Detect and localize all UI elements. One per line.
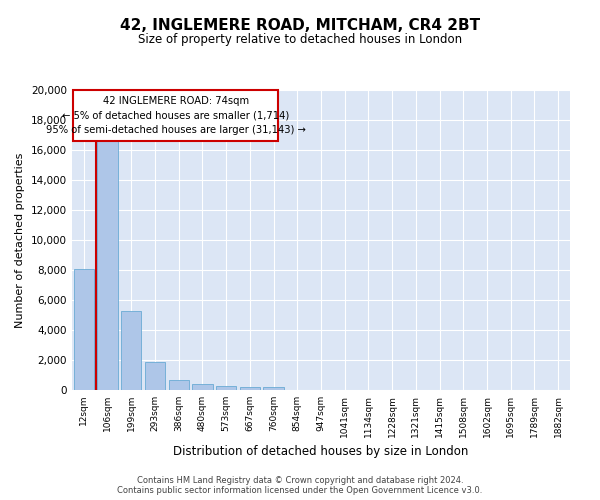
Bar [169,380,189,390]
Bar [121,310,142,390]
Bar [216,386,236,390]
Bar [74,268,94,390]
Text: Size of property relative to detached houses in London: Size of property relative to detached ho… [138,32,462,46]
X-axis label: Distribution of detached houses by size in London: Distribution of detached houses by size … [173,446,469,458]
Bar [263,388,284,390]
Text: Contains HM Land Registry data © Crown copyright and database right 2024.
Contai: Contains HM Land Registry data © Crown c… [118,476,482,495]
Y-axis label: Number of detached properties: Number of detached properties [16,152,25,328]
Bar [97,141,118,390]
FancyBboxPatch shape [73,90,278,141]
Bar [193,384,212,390]
Text: 42 INGLEMERE ROAD: 74sqm
← 5% of detached houses are smaller (1,714)
95% of semi: 42 INGLEMERE ROAD: 74sqm ← 5% of detache… [46,96,305,136]
Bar [145,362,165,390]
Text: 42, INGLEMERE ROAD, MITCHAM, CR4 2BT: 42, INGLEMERE ROAD, MITCHAM, CR4 2BT [120,18,480,32]
Bar [240,386,260,390]
